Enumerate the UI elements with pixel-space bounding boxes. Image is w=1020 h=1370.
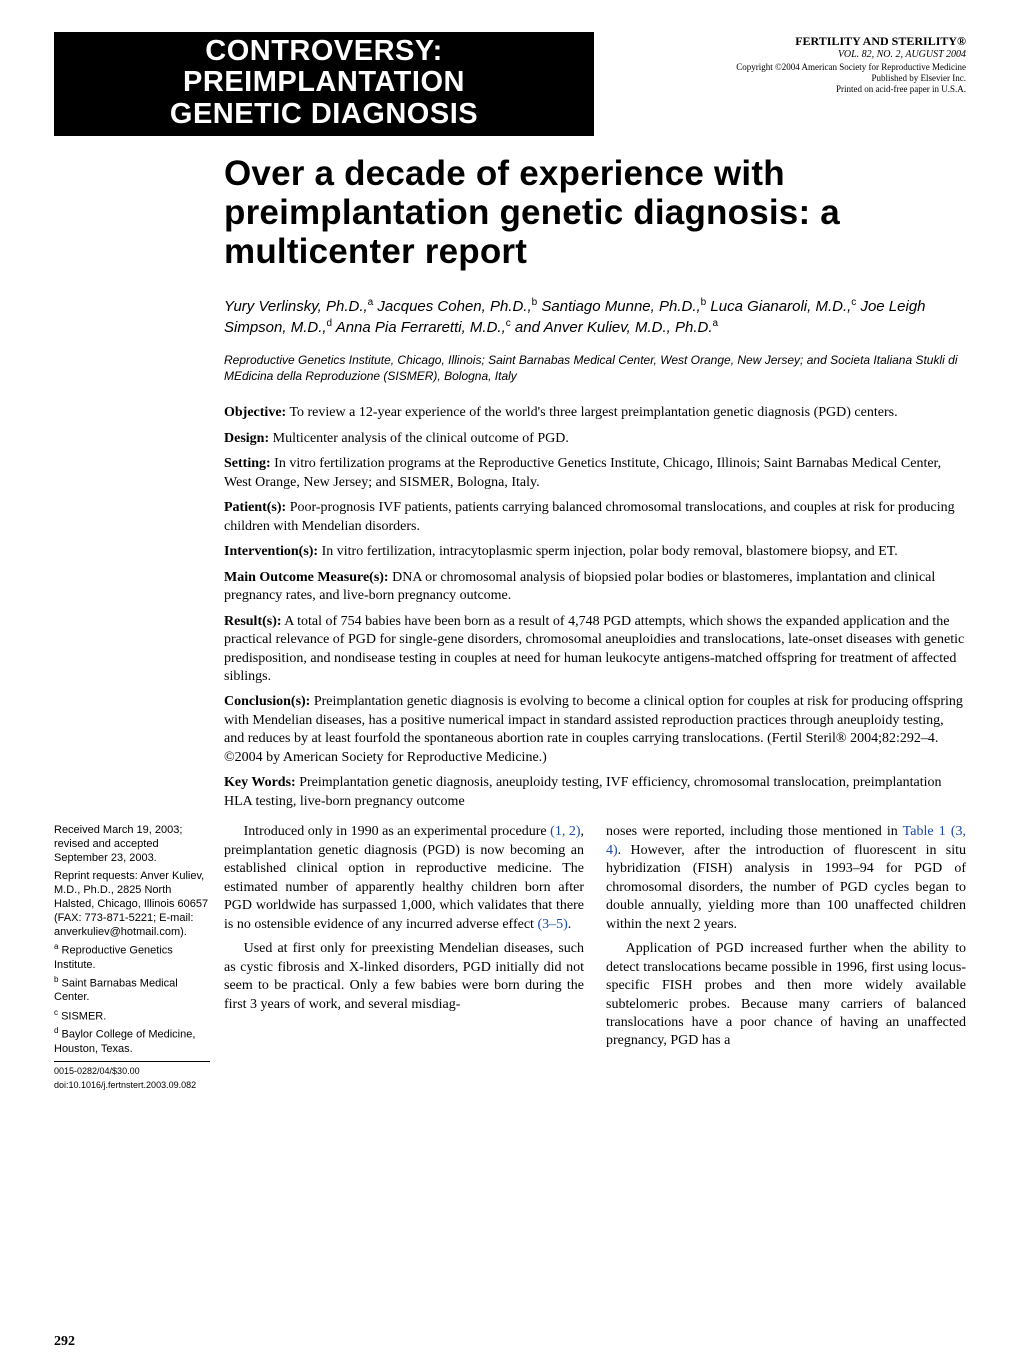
sidebar-aff-d-text: Baylor College of Medicine, Houston, Tex…: [54, 1029, 195, 1055]
sidebar-rule: [54, 1061, 210, 1062]
abstract-results-label: Result(s):: [224, 614, 282, 629]
abstract-design: Design: Multicenter analysis of the clin…: [224, 430, 966, 448]
main-block: Over a decade of experience with preimpl…: [224, 154, 966, 811]
ref-link-3-5[interactable]: (3–5): [537, 917, 567, 932]
abstract-interventions: Intervention(s): In vitro fertilization,…: [224, 543, 966, 561]
abstract-outcomes: Main Outcome Measure(s): DNA or chromoso…: [224, 569, 966, 606]
sidebar-doi: doi:10.1016/j.fertnstert.2003.09.082: [54, 1080, 210, 1091]
abstract-keywords-text: Preimplantation genetic diagnosis, aneup…: [224, 775, 942, 808]
journal-publisher: Published by Elsevier Inc.: [636, 73, 966, 84]
journal-issue: VOL. 82, NO. 2, AUGUST 2004: [636, 49, 966, 62]
journal-copyright: Copyright ©2004 American Society for Rep…: [636, 62, 966, 73]
sidebar-aff-b-text: Saint Barnabas Medical Center.: [54, 977, 178, 1003]
body-p4: Application of PGD increased further whe…: [606, 940, 966, 1051]
sidebar-received: Received March 19, 2003; revised and acc…: [54, 823, 210, 865]
abstract-conclusions-label: Conclusion(s):: [224, 694, 310, 709]
abstract-interventions-label: Intervention(s):: [224, 544, 318, 559]
sidebar-aff-a-text: Reproductive Genetics Institute.: [54, 945, 173, 971]
body-columns: Introduced only in 1990 as an experiment…: [224, 823, 966, 1093]
sidebar-aff-c: c SISMER.: [54, 1008, 210, 1024]
section-banner-line1: CONTROVERSY: PREIMPLANTATION: [68, 36, 580, 99]
body-p1-c: .: [568, 917, 572, 932]
section-banner: CONTROVERSY: PREIMPLANTATION GENETIC DIA…: [54, 32, 594, 136]
ref-link-1-2[interactable]: (1, 2): [550, 824, 580, 839]
abstract-results-text: A total of 754 babies have been born as …: [224, 614, 964, 684]
abstract-setting-text: In vitro fertilization programs at the R…: [224, 456, 941, 489]
abstract-design-label: Design:: [224, 431, 269, 446]
abstract-results: Result(s): A total of 754 babies have be…: [224, 613, 966, 687]
body-p1-a: Introduced only in 1990 as an experiment…: [244, 824, 551, 839]
body-p3-b: . However, after the introduction of flu…: [606, 843, 966, 932]
sidebar-docid: 0015-0282/04/$30.00: [54, 1066, 210, 1077]
authors: Yury Verlinsky, Ph.D.,a Jacques Cohen, P…: [224, 296, 966, 339]
sidebar-aff-c-text: SISMER.: [61, 1010, 106, 1022]
article-title: Over a decade of experience with preimpl…: [224, 154, 966, 272]
abstract-objective: Objective: To review a 12-year experienc…: [224, 404, 966, 422]
body-p1-b: , preimplantation genetic diagnosis (PGD…: [224, 824, 584, 931]
abstract-outcomes-label: Main Outcome Measure(s):: [224, 570, 389, 585]
abstract-keywords: Key Words: Preimplantation genetic diagn…: [224, 774, 966, 811]
journal-name: FERTILITY AND STERILITY®: [636, 34, 966, 49]
lower-section: Received March 19, 2003; revised and acc…: [54, 823, 966, 1093]
sidebar-aff-a: a Reproductive Genetics Institute.: [54, 942, 210, 972]
abstract-patients: Patient(s): Poor-prognosis IVF patients,…: [224, 499, 966, 536]
sidebar-aff-b: b Saint Barnabas Medical Center.: [54, 975, 210, 1005]
body-p3: noses were reported, including those men…: [606, 823, 966, 934]
header-row: CONTROVERSY: PREIMPLANTATION GENETIC DIA…: [54, 32, 966, 136]
page-number: 292: [54, 1334, 75, 1350]
abstract-setting-label: Setting:: [224, 456, 271, 471]
abstract-design-text: Multicenter analysis of the clinical out…: [269, 431, 569, 446]
affiliations: Reproductive Genetics Institute, Chicago…: [224, 352, 966, 384]
abstract-patients-text: Poor-prognosis IVF patients, patients ca…: [224, 500, 955, 533]
sidebar-aff-d: d Baylor College of Medicine, Houston, T…: [54, 1026, 210, 1056]
journal-paper-note: Printed on acid-free paper in U.S.A.: [636, 84, 966, 95]
abstract-patients-label: Patient(s):: [224, 500, 286, 515]
sidebar-reprint: Reprint requests: Anver Kuliev, M.D., Ph…: [54, 869, 210, 939]
abstract-conclusions-text: Preimplantation genetic diagnosis is evo…: [224, 694, 963, 764]
abstract-objective-label: Objective:: [224, 405, 286, 420]
body-p2: Used at first only for preexisting Mende…: [224, 940, 584, 1014]
abstract: Objective: To review a 12-year experienc…: [224, 404, 966, 811]
section-banner-line2: GENETIC DIAGNOSIS: [68, 99, 580, 130]
body-p3-a: noses were reported, including those men…: [606, 824, 903, 839]
abstract-objective-text: To review a 12-year experience of the wo…: [286, 405, 897, 420]
abstract-keywords-label: Key Words:: [224, 775, 296, 790]
abstract-setting: Setting: In vitro fertilization programs…: [224, 455, 966, 492]
journal-info: FERTILITY AND STERILITY® VOL. 82, NO. 2,…: [636, 32, 966, 95]
body-p1: Introduced only in 1990 as an experiment…: [224, 823, 584, 934]
sidebar: Received March 19, 2003; revised and acc…: [54, 823, 224, 1093]
abstract-conclusions: Conclusion(s): Preimplantation genetic d…: [224, 693, 966, 767]
abstract-interventions-text: In vitro fertilization, intracytoplasmic…: [318, 544, 898, 559]
